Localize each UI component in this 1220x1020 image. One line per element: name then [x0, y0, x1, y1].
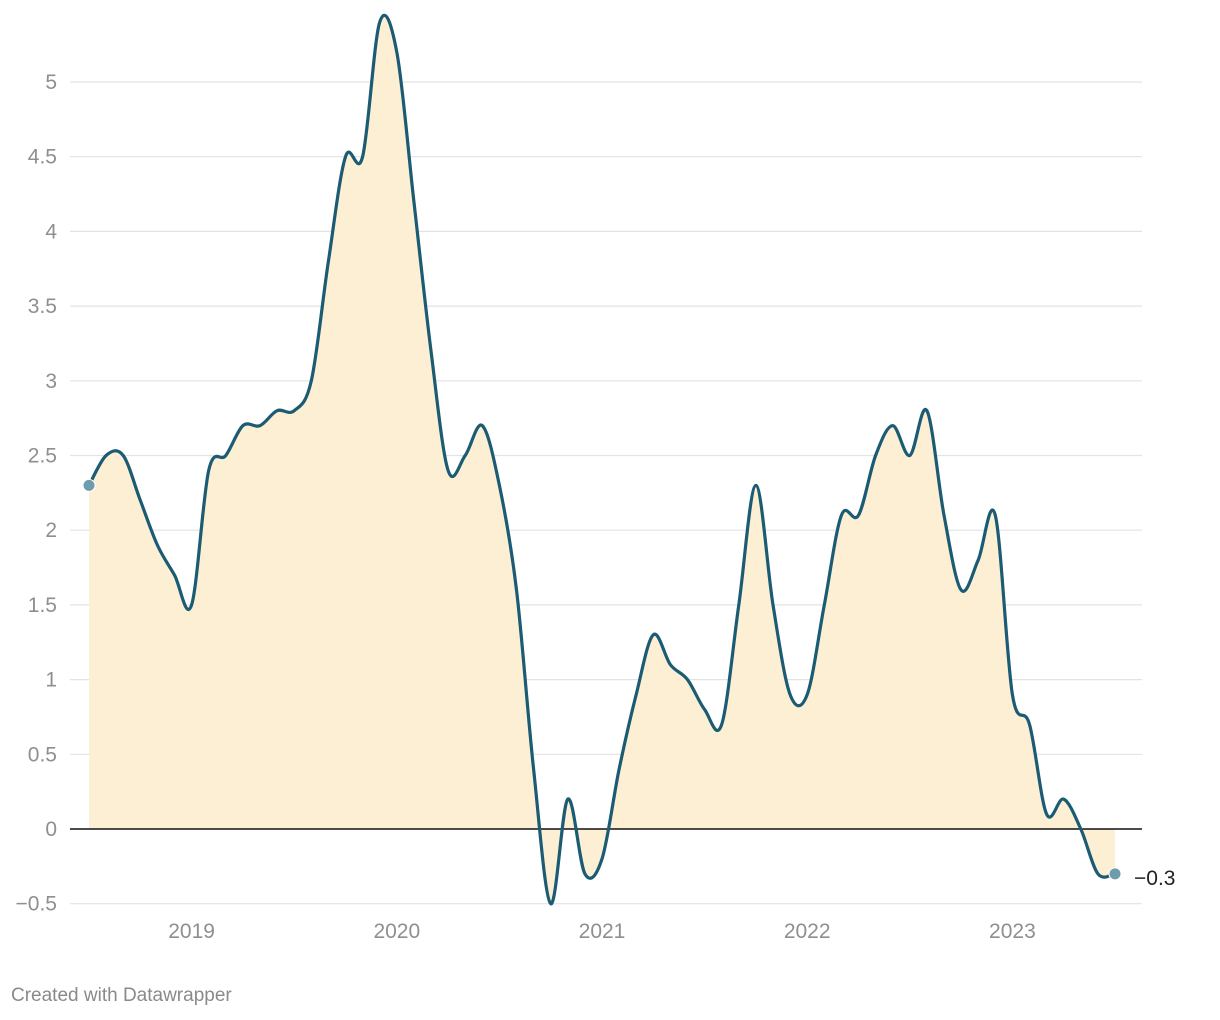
y-tick-label: 0: [45, 818, 57, 841]
end-point-marker: [1108, 867, 1122, 881]
y-tick-label: 4: [45, 220, 57, 243]
x-tick-label: 2021: [579, 920, 626, 943]
y-tick-label: 1: [45, 669, 57, 692]
y-axis-ticks: −0.5 0 0.5 1 1.5 2 2.5 3 3.5 4 4.5 5: [16, 71, 58, 916]
x-tick-label: 2022: [784, 920, 831, 943]
start-point-marker: [82, 478, 96, 492]
y-tick-label: −0.5: [16, 893, 57, 916]
end-value-label: −0.3: [1134, 867, 1175, 890]
area-fill: [89, 15, 1115, 904]
y-tick-label: 0.5: [28, 743, 57, 766]
x-tick-label: 2020: [373, 920, 420, 943]
series-line: [87, 13, 1117, 906]
x-axis-ticks: 2019 2020 2021 2022 2023: [168, 920, 1036, 943]
y-tick-label: 5: [45, 71, 57, 94]
x-tick-label: 2023: [989, 920, 1036, 943]
x-tick-label: 2019: [168, 920, 215, 943]
y-tick-label: 2: [45, 519, 57, 542]
y-tick-label: 3.5: [28, 295, 57, 318]
y-tick-label: 3: [45, 370, 57, 393]
y-tick-label: 4.5: [28, 146, 57, 169]
y-tick-label: 1.5: [28, 594, 57, 617]
footer-credit: Created with Datawrapper: [11, 985, 232, 1006]
y-tick-label: 2.5: [28, 445, 57, 468]
